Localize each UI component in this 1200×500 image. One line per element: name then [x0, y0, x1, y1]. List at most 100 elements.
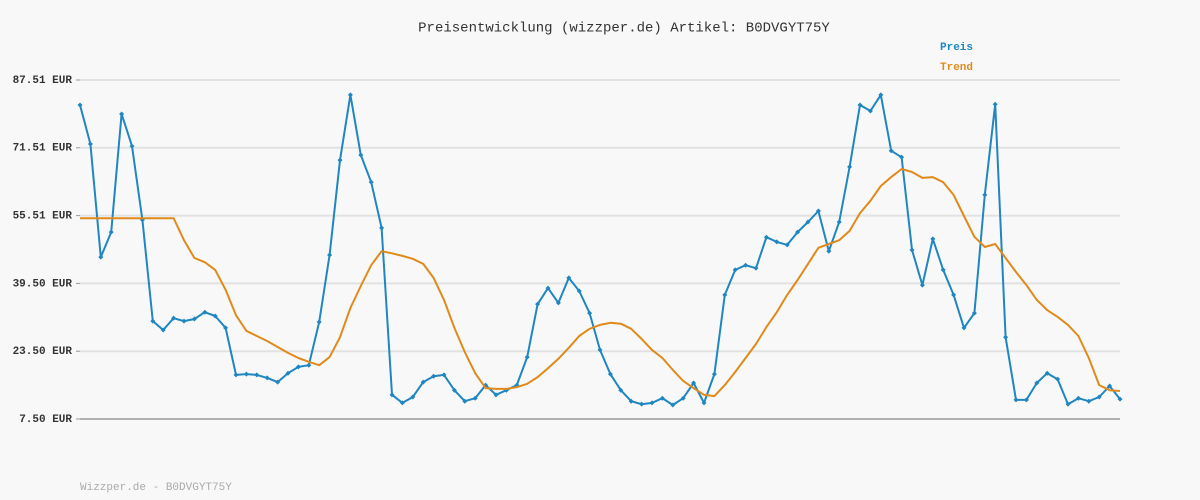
point [87, 141, 93, 147]
point [971, 310, 977, 316]
point [243, 371, 249, 377]
point [888, 148, 894, 154]
point [1034, 380, 1040, 386]
y-tick-label: 55.51 EUR [13, 210, 73, 222]
point [275, 379, 281, 385]
point [327, 252, 333, 258]
point [930, 236, 936, 242]
point [108, 229, 114, 235]
point [1065, 401, 1071, 407]
point [212, 313, 218, 319]
point [815, 208, 821, 214]
point [441, 372, 447, 378]
point [836, 219, 842, 225]
legend-entry: Preis [940, 42, 973, 54]
point [961, 325, 967, 331]
point [867, 108, 873, 114]
point [119, 111, 125, 117]
point [337, 157, 343, 163]
point [1075, 395, 1081, 401]
point [316, 319, 322, 325]
point [254, 372, 260, 378]
point [899, 154, 905, 160]
point [680, 395, 686, 401]
point [150, 318, 156, 324]
y-tick-label: 23.50 EUR [13, 346, 73, 358]
point [462, 398, 468, 404]
point [535, 301, 541, 307]
point [285, 370, 291, 376]
point [98, 254, 104, 260]
point [202, 309, 208, 315]
point [545, 285, 551, 291]
point [368, 179, 374, 185]
point [129, 143, 135, 149]
point [493, 392, 499, 398]
point [389, 392, 395, 398]
point [160, 327, 166, 333]
point [982, 192, 988, 198]
point [566, 275, 572, 281]
series-line [80, 168, 1121, 398]
point [763, 234, 769, 240]
point [1003, 334, 1009, 340]
point [1055, 376, 1061, 382]
point [379, 225, 385, 231]
point [597, 347, 603, 353]
point [576, 288, 582, 294]
point [670, 402, 676, 408]
y-tick-label: 39.50 EUR [13, 278, 73, 290]
point [191, 316, 197, 322]
point [847, 164, 853, 170]
point [649, 400, 655, 406]
point [295, 364, 301, 370]
y-tick-label: 71.51 EUR [13, 143, 73, 155]
point [743, 262, 749, 268]
point [784, 242, 790, 248]
point [774, 239, 780, 245]
point [607, 371, 613, 377]
point [233, 372, 239, 378]
point [722, 292, 728, 298]
point [264, 375, 270, 381]
point [347, 92, 353, 98]
point [1044, 370, 1050, 376]
footer: Wizzper.de - B0DVGYT75Y [80, 482, 232, 494]
point [628, 398, 634, 404]
point [1107, 383, 1113, 389]
point [992, 101, 998, 107]
y-tick-label: 87.51 EUR [13, 75, 73, 87]
point [701, 400, 707, 406]
point [639, 401, 645, 407]
chart-title: Preisentwicklung (wizzper.de) Artikel: B… [418, 21, 830, 37]
point [691, 380, 697, 386]
point [306, 362, 312, 368]
y-tick-label: 7.50 EUR [19, 414, 72, 426]
point [555, 300, 561, 306]
point [826, 248, 832, 254]
point [171, 315, 177, 321]
series-line [79, 93, 1121, 406]
point [472, 395, 478, 401]
point [1117, 396, 1123, 402]
point [951, 292, 957, 298]
point [431, 373, 437, 379]
point [181, 318, 187, 324]
point [659, 395, 665, 401]
point [909, 247, 915, 253]
legend-entry: Trend [940, 62, 973, 74]
point [451, 387, 457, 393]
point [1013, 397, 1019, 403]
point [878, 92, 884, 98]
point [358, 152, 364, 158]
point [410, 394, 416, 400]
point [919, 282, 925, 288]
point [732, 267, 738, 273]
point [940, 267, 946, 273]
point [711, 371, 717, 377]
point [223, 325, 229, 331]
point [420, 379, 426, 385]
point [524, 354, 530, 360]
point [399, 400, 405, 406]
